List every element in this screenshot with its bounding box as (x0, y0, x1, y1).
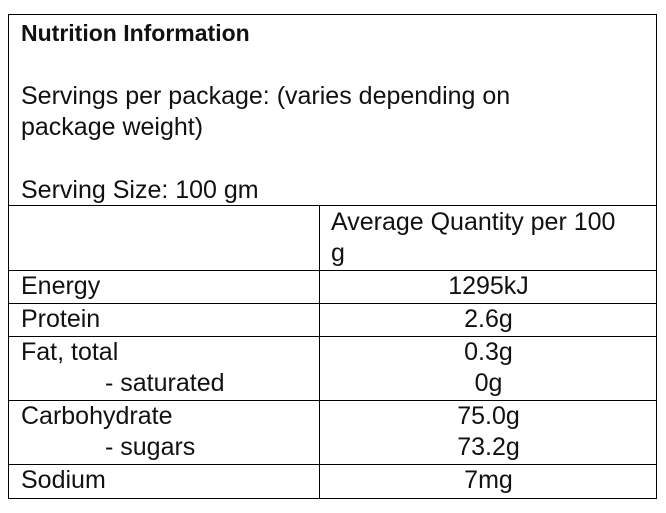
value: 0g (474, 369, 503, 397)
column-header: Average Quantity per 100 g (331, 208, 616, 267)
servings: Servings per package: (varies depending … (21, 82, 511, 141)
value: 7mg (464, 466, 513, 494)
nutrition-panel: Nutrition Information Servings per packa… (8, 14, 657, 499)
row-label: Energy (21, 272, 101, 300)
row-label: Protein (21, 305, 101, 333)
row-label: Carbohydrate (21, 402, 173, 430)
row-divider (9, 303, 656, 304)
value: 73.2g (457, 433, 520, 461)
title: Nutrition Information (21, 20, 250, 46)
sub-label: - saturated (105, 369, 225, 397)
row-divider (9, 270, 656, 271)
serving-size: Serving Size: 100 gm (21, 176, 259, 204)
divider (9, 205, 656, 206)
sub-label: - sugars (105, 433, 196, 461)
value: 1295kJ (448, 272, 529, 300)
row-divider (9, 464, 656, 465)
row-label: Fat, total (21, 338, 119, 366)
value: 0.3g (464, 338, 513, 366)
value: 2.6g (464, 305, 513, 333)
row-divider (9, 336, 656, 337)
row-label: Sodium (21, 466, 106, 494)
value: 75.0g (457, 402, 520, 430)
row-divider (9, 400, 656, 401)
column-divider (319, 205, 320, 498)
